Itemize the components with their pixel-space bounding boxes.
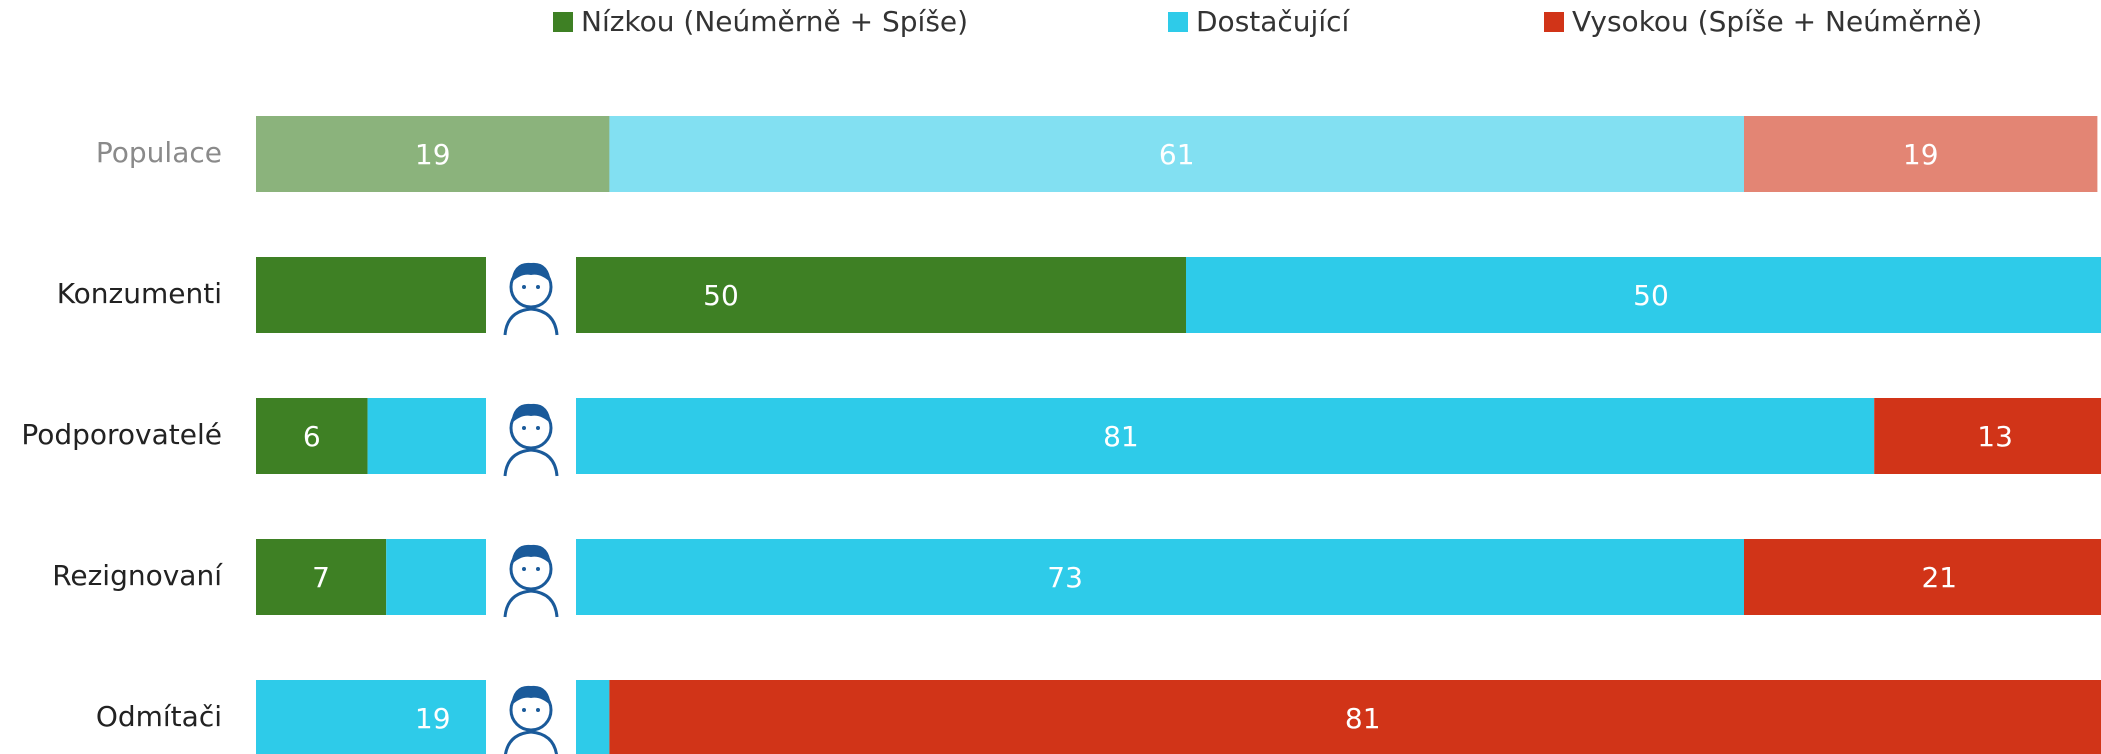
bar-segment: [1186, 257, 2101, 333]
data-label: 61: [1159, 138, 1195, 171]
icon-body: [503, 448, 559, 477]
category-label: Konzumenti: [57, 277, 222, 310]
bar-segment: [256, 257, 1186, 333]
icon-body: [504, 730, 558, 754]
bar-segment: [256, 398, 368, 474]
data-label: 6: [303, 420, 321, 453]
data-label: 19: [1903, 138, 1939, 171]
category-label: Odmítači: [96, 700, 222, 733]
legend-swatch: [553, 12, 573, 32]
icon-eye: [522, 708, 526, 712]
bar-segment: [1874, 398, 2101, 474]
data-label: 21: [1921, 561, 1957, 594]
legend-swatch: [1544, 12, 1564, 32]
bar-segment: [1744, 539, 2101, 615]
data-label: 19: [415, 138, 451, 171]
bar-segment: [1744, 116, 2098, 192]
data-label: 19: [415, 702, 451, 735]
icon-hair: [511, 403, 551, 424]
icon-eye: [536, 285, 540, 289]
category-label: Populace: [96, 136, 222, 169]
icon-eye: [536, 567, 540, 571]
data-label: 7: [312, 561, 330, 594]
icon-body: [503, 589, 559, 618]
icon-hair: [511, 544, 551, 565]
legend-swatch: [1168, 12, 1188, 32]
person-icon: [503, 544, 559, 618]
icon-eye: [522, 567, 526, 571]
data-label: 73: [1047, 561, 1083, 594]
person-icon: [504, 685, 558, 754]
bar-segment: [609, 680, 2101, 754]
bar-segment: [256, 116, 610, 192]
legend-label: Vysokou (Spíše + Neúměrně): [1572, 5, 1982, 38]
icon-eye: [522, 285, 526, 289]
data-label: 50: [1633, 279, 1669, 312]
legend-label: Dostačující: [1196, 5, 1351, 38]
bar-segment: [609, 116, 1744, 192]
icon-eye: [536, 426, 540, 430]
category-label: Rezignovaní: [52, 559, 223, 592]
person-icon: [503, 403, 559, 477]
bar-segment: [256, 539, 387, 615]
bar-segment: [386, 539, 1745, 615]
legend-label: Nízkou (Neúměrně + Spíše): [581, 5, 968, 38]
data-label: 50: [703, 279, 739, 312]
person-icon: [503, 262, 559, 336]
category-label: Podporovatelé: [21, 418, 222, 451]
data-label: 81: [1103, 420, 1139, 453]
icon-eye: [536, 708, 540, 712]
data-label: 13: [1977, 420, 2013, 453]
data-label: 81: [1345, 702, 1381, 735]
icon-eye: [522, 426, 526, 430]
icon-hair: [511, 685, 551, 706]
icon-hair: [511, 262, 551, 283]
bar-segment: [367, 398, 1875, 474]
icon-body: [503, 307, 559, 336]
